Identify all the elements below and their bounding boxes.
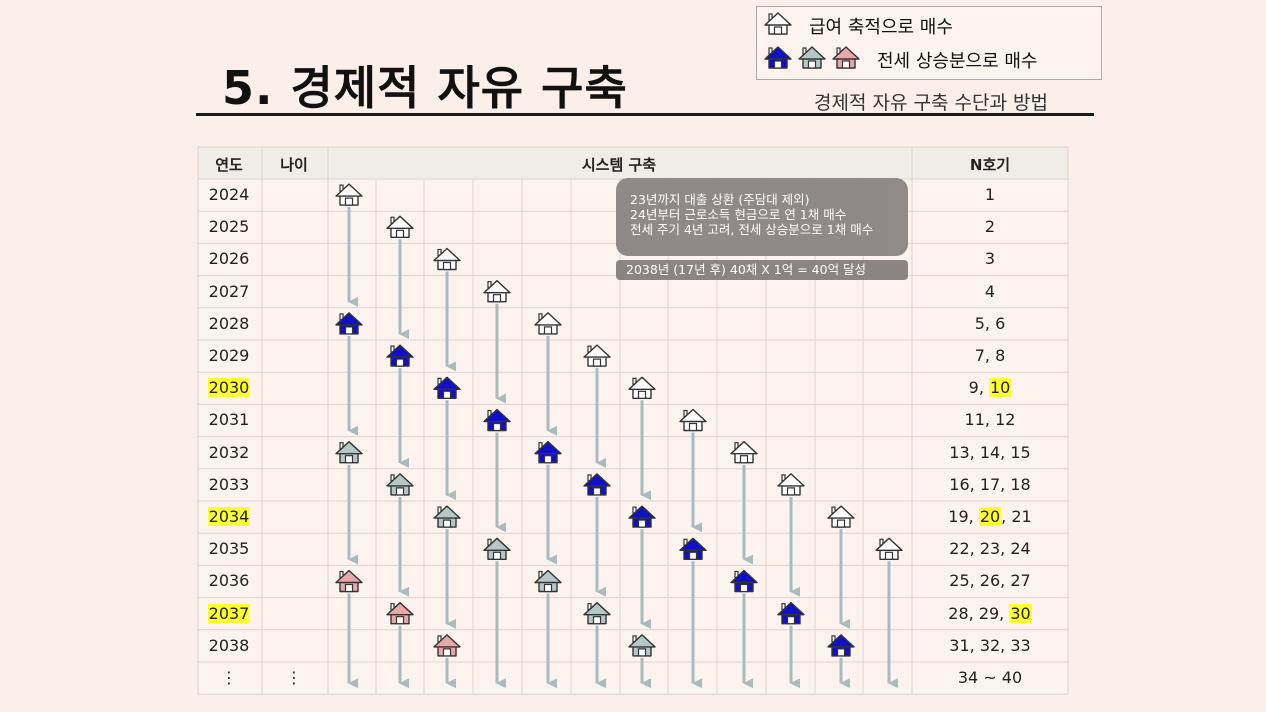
legend-pink-house-icon [831, 44, 865, 76]
blue-house-icon [777, 602, 805, 625]
blue-house-icon [433, 376, 461, 399]
row-year: ⋮ [221, 668, 237, 687]
blue-house-icon [583, 473, 611, 496]
page-title: 5. 경제적 자유 구축 [222, 61, 628, 115]
row-year: 2031 [208, 410, 250, 430]
gray-house-icon [583, 602, 611, 625]
blue-house-icon [679, 537, 707, 560]
white-house-icon [483, 280, 511, 303]
row-n-units: 13, 14, 15 [949, 442, 1031, 462]
gray-house-icon [534, 569, 562, 593]
white-house-icon [583, 344, 611, 367]
legend-salary-label: 급여 축적으로 매수 [809, 17, 953, 38]
white-house-icon [679, 408, 707, 432]
white-house-icon [335, 183, 363, 206]
row-n-units: 9, 10 [968, 378, 1012, 398]
legend-row-salary: 급여 축적으로 매수 [763, 11, 953, 41]
blue-house-icon [483, 408, 511, 432]
goal-note: 2038년 (17년 후) 40채 X 1억 = 40억 달성 [616, 260, 908, 280]
white-house-icon [730, 441, 758, 464]
row-year: 2032 [208, 442, 250, 462]
row-n-units: 28, 29, 30 [948, 603, 1032, 623]
gray-house-icon [483, 537, 511, 560]
gray-house-icon [386, 473, 414, 496]
row-n-units: 2 [984, 217, 996, 237]
pink-house-icon [433, 634, 461, 657]
blue-house-icon [534, 441, 562, 464]
legend-gray-house-icon [797, 44, 831, 76]
row-n-units: 25, 26, 27 [949, 571, 1031, 591]
legend-row-jeonse: 전세 상승분으로 매수 [763, 45, 1037, 75]
row-n-units: 19, 20, 21 [948, 507, 1032, 526]
blue-house-icon [628, 505, 656, 528]
pink-house-icon [386, 602, 414, 625]
row-year: 2028 [208, 313, 250, 333]
row-n-units: 16, 17, 18 [949, 474, 1031, 494]
row-year: 2027 [208, 281, 250, 301]
row-year: 2024 [208, 185, 250, 204]
blue-house-icon [827, 634, 855, 657]
row-n-units: 11, 12 [964, 410, 1016, 430]
blue-house-icon [386, 344, 414, 367]
summary-note: 23년까지 대출 상환 (주담대 제외) 24년부터 근로소득 현금으로 연 1… [616, 178, 908, 256]
white-house-icon [386, 215, 414, 238]
white-house-icon [827, 505, 855, 528]
legend-white-house-icon [763, 10, 797, 42]
row-year: 2035 [208, 539, 250, 559]
row-n-units: 3 [984, 249, 996, 269]
gray-house-icon [628, 634, 656, 657]
header-year: 연도 [215, 156, 243, 174]
row-year: 2038 [208, 635, 250, 655]
row-year: 2034 [207, 507, 251, 526]
header-age: 나이 [280, 156, 308, 174]
white-house-icon [534, 312, 562, 335]
row-year: 2030 [207, 378, 251, 398]
row-year: 2033 [208, 474, 250, 494]
row-n-units: 4 [984, 281, 996, 301]
note-line-1: 23년까지 대출 상환 (주담대 제외) [630, 192, 810, 207]
row-year: 2026 [208, 249, 250, 269]
row-year: 2037 [207, 603, 251, 623]
note-line-2: 24년부터 근로소득 현금으로 연 1채 매수 [630, 207, 847, 222]
legend-blue-house-icon [763, 44, 797, 76]
legend-box: 급여 축적으로 매수 전세 상승분으로 매수 [756, 6, 1102, 80]
row-n-units: 1 [984, 185, 996, 204]
row-n-units: 7, 8 [974, 346, 1006, 365]
gray-house-icon [335, 441, 363, 464]
header-system: 시스템 구축 [581, 156, 657, 174]
white-house-icon [777, 473, 805, 496]
row-year: 2025 [208, 217, 250, 237]
pink-house-icon [335, 569, 363, 593]
row-year: 2036 [208, 571, 250, 591]
blue-house-icon [730, 569, 758, 593]
gray-house-icon [433, 505, 461, 528]
row-n-units: 31, 32, 33 [949, 635, 1031, 655]
row-year: 2029 [208, 346, 250, 365]
header-row-bg [198, 147, 1068, 179]
white-house-icon [875, 537, 903, 560]
white-house-icon [433, 247, 461, 271]
title-underline [196, 113, 1094, 116]
row-age: ⋮ [286, 668, 302, 687]
page-subtitle: 경제적 자유 구축 수단과 방법 [814, 92, 1048, 114]
header-n: N호기 [969, 156, 1011, 174]
row-n-units: 34 ~ 40 [957, 668, 1023, 687]
blue-house-icon [335, 312, 363, 335]
legend-jeonse-label: 전세 상승분으로 매수 [877, 51, 1038, 72]
row-n-units: 5, 6 [974, 313, 1006, 333]
note-line-3: 전세 주기 4년 고려, 전세 상승분으로 1채 매수 [630, 222, 874, 237]
row-n-units: 22, 23, 24 [949, 539, 1031, 559]
white-house-icon [628, 376, 656, 399]
